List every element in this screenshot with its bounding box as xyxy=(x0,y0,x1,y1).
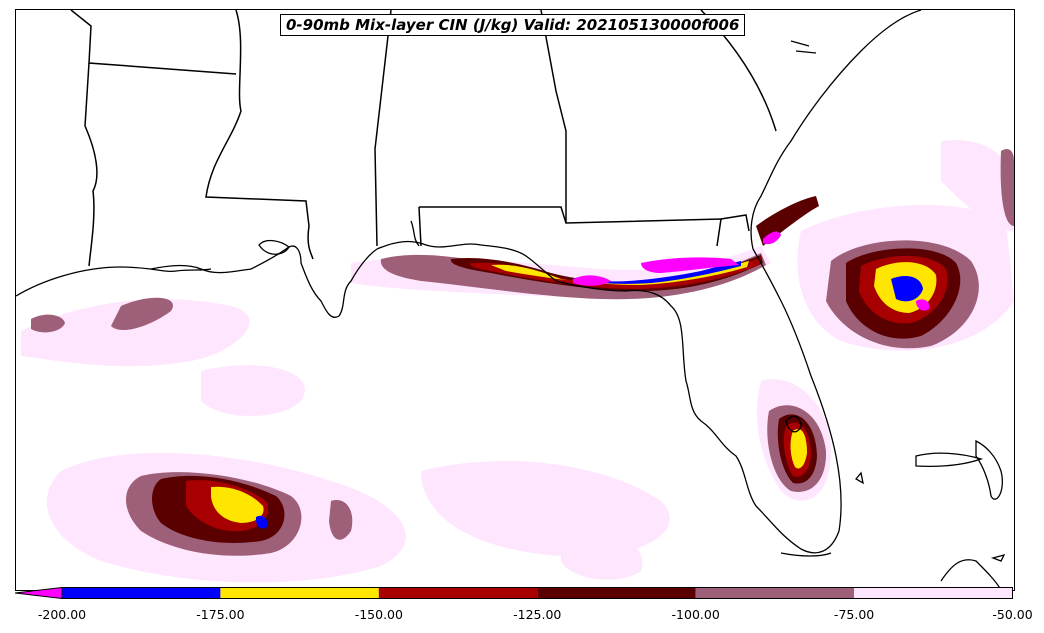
coast-texas xyxy=(16,266,212,297)
coast-bahamas-grand xyxy=(915,452,984,467)
shade-magenta-coast xyxy=(641,257,739,273)
coast-louisiana xyxy=(150,245,378,318)
border-ms-al xyxy=(374,10,392,247)
shade-blue-atlantic xyxy=(891,276,923,302)
shade-yellow-east-florida xyxy=(790,429,807,469)
map-canvas xyxy=(16,10,1014,590)
shade-yellow-sw-gulf xyxy=(211,486,264,523)
colorbar-swatch xyxy=(695,587,855,599)
coastline xyxy=(16,10,1006,590)
colorbar-extend-arrow-outline xyxy=(15,587,63,599)
shade-yellow-coast xyxy=(491,261,749,285)
border-ar-la xyxy=(70,10,237,75)
colorbar-tick-label: -75.00 xyxy=(833,607,875,622)
coast-small-island-2 xyxy=(855,471,864,485)
coast-lake-pontchartrain xyxy=(258,239,290,255)
shade-atlantic-east xyxy=(941,140,1014,231)
shade-mauve-atlantic-edge xyxy=(1000,149,1014,226)
shade-blue-sw-gulf xyxy=(255,515,268,529)
colorbar-tick-label: -200.00 xyxy=(37,607,87,622)
border-la-ms-river xyxy=(205,10,314,260)
coast-ms-al xyxy=(376,240,557,282)
colorbar-swatches xyxy=(15,587,1013,599)
shade-magenta-coast-west xyxy=(573,275,611,286)
coast-cuba xyxy=(940,559,1002,590)
shade-mauve-central xyxy=(329,500,353,540)
colorbar-swatch xyxy=(854,587,1013,599)
shade-central-gulf xyxy=(201,365,305,416)
coast-florida-atlantic xyxy=(750,10,922,250)
colorbar-swatch xyxy=(220,587,379,599)
coast-florida-panhandle xyxy=(555,248,842,554)
coast-mobile-bay xyxy=(410,220,420,247)
coast-bahamas-andros xyxy=(975,439,1003,500)
border-al-ga xyxy=(540,10,567,223)
coast-keys xyxy=(780,552,832,557)
state-borders xyxy=(70,10,777,267)
colorbar-swatch xyxy=(537,587,696,599)
colorbar-tick-label: -175.00 xyxy=(196,607,245,622)
shade-bottom-gulf xyxy=(561,528,643,580)
coast-sc-islands xyxy=(790,40,817,54)
colorbar-tick-label: -50.00 xyxy=(992,607,1033,622)
shade-mauve-nw-gulf xyxy=(31,314,65,333)
colorbar-swatch xyxy=(378,587,538,599)
shade-magenta-atlantic xyxy=(916,299,930,311)
border-ga-fl xyxy=(720,214,750,232)
shade-magenta-fl-panhandle xyxy=(763,231,781,245)
border-al-fl xyxy=(419,206,722,247)
colorbar-tick-label: -125.00 xyxy=(513,607,562,622)
colorbar-swatch xyxy=(62,587,221,599)
cin-contour-below-minus200 xyxy=(573,231,930,311)
colorbar-tick-label: -100.00 xyxy=(671,607,720,622)
shade-red-coast xyxy=(470,257,761,289)
cin-field xyxy=(21,140,1014,583)
border-tx-la xyxy=(84,62,98,267)
colorbar-swatch-below-min xyxy=(15,587,62,599)
coast-small-island-1 xyxy=(990,553,1006,562)
colorbar xyxy=(15,587,1013,599)
map-panel: 0-90mb Mix-layer CIN (J/kg) Valid: 20210… xyxy=(15,9,1015,591)
shade-mauve-west-gulf xyxy=(111,297,173,331)
shade-south-gulf xyxy=(421,461,670,557)
colorbar-tick-label: -150.00 xyxy=(354,607,403,622)
border-al-fl-west xyxy=(418,206,422,247)
shade-western-gulf xyxy=(21,299,250,367)
map-title: 0-90mb Mix-layer CIN (J/kg) Valid: 20210… xyxy=(280,14,746,36)
coast-lake-okeechobee xyxy=(785,415,802,433)
